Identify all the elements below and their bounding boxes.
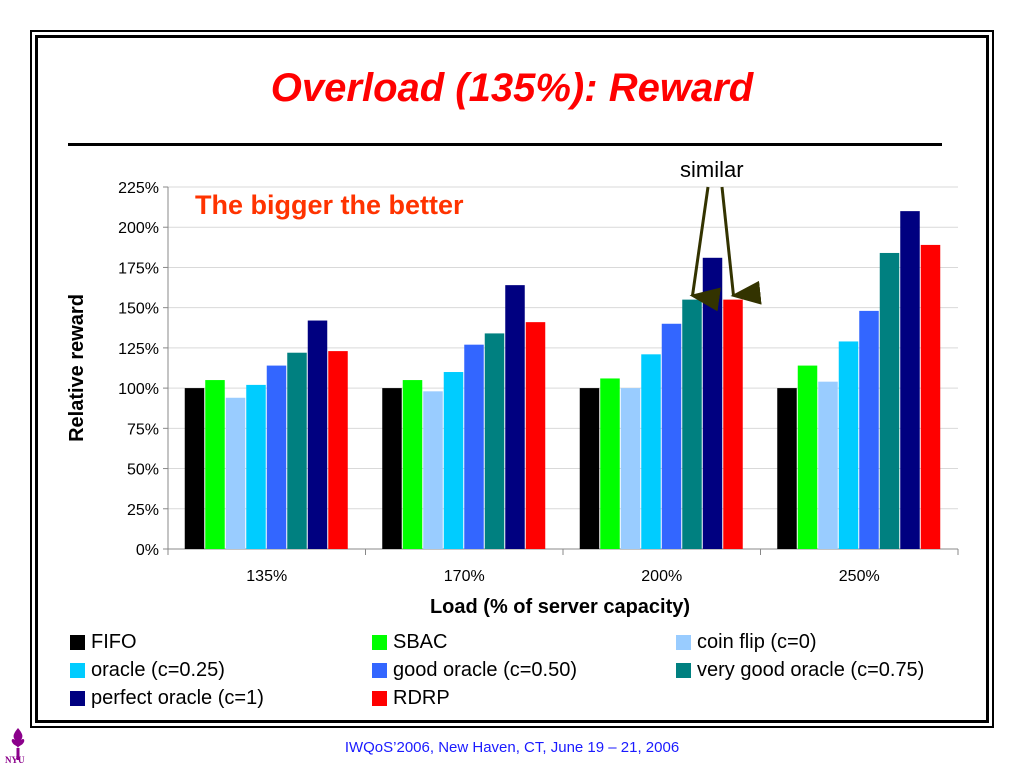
legend-swatch [676, 635, 691, 650]
bar [287, 352, 307, 549]
legend-item: good oracle (c=0.50) [372, 659, 577, 682]
y-axis-title: Relative reward [66, 294, 88, 442]
legend-label: FIFO [91, 631, 137, 653]
bar [661, 323, 682, 549]
y-tick-label: 0% [136, 542, 159, 559]
bar [307, 320, 328, 549]
legend-label: perfect oracle (c=1) [91, 687, 264, 709]
legend-item: SBAC [372, 631, 447, 654]
legend-swatch [676, 663, 691, 678]
bar [484, 333, 505, 549]
y-tick-label: 200% [118, 220, 159, 237]
bar [777, 388, 797, 549]
logo-text: NYU [5, 755, 25, 765]
bar [382, 388, 402, 549]
y-tick-label: 225% [118, 180, 159, 197]
annotation-similar: similar [680, 157, 744, 182]
bar [620, 388, 641, 549]
bar [859, 310, 879, 549]
y-tick-label: 175% [118, 260, 159, 277]
bar [328, 351, 348, 549]
bar [818, 381, 838, 549]
legend-label: coin flip (c=0) [697, 631, 817, 653]
legend-swatch [70, 691, 85, 706]
bar [266, 365, 287, 549]
legend-swatch [372, 663, 387, 678]
legend-label: SBAC [393, 631, 448, 653]
bar [838, 341, 859, 549]
bar [246, 384, 266, 549]
legend-label: oracle (c=0.25) [91, 659, 225, 681]
bar [505, 285, 525, 549]
similar-arrow [720, 186, 762, 305]
legend-label: very good oracle (c=0.75) [697, 659, 925, 681]
y-tick-label: 150% [118, 301, 159, 318]
x-axis-title: Load (% of server capacity) [430, 596, 690, 618]
bar [402, 380, 423, 549]
legend-item: FIFO [70, 631, 137, 654]
legend-swatch [70, 635, 85, 650]
legend-label: good oracle (c=0.50) [393, 659, 578, 681]
bar [920, 244, 941, 550]
footer-text: IWQoS’2006, New Haven, CT, June 19 – 21,… [344, 739, 680, 756]
bar [443, 372, 464, 549]
bar [723, 299, 743, 549]
bar [702, 257, 723, 549]
bar [205, 380, 225, 549]
slide-frame-outer [30, 30, 994, 728]
legend-item: coin flip (c=0) [676, 631, 817, 654]
legend-item: RDRP [372, 687, 450, 710]
bar [423, 391, 443, 549]
bar [641, 354, 661, 549]
similar-arrow [689, 186, 721, 312]
x-tick-label: 170% [444, 568, 485, 585]
slide-title: Overload (135%): Reward [270, 66, 754, 110]
legend-swatch [372, 691, 387, 706]
bar [184, 388, 205, 549]
title-underline [68, 143, 942, 146]
bar [879, 252, 900, 549]
x-tick-label: 200% [641, 568, 682, 585]
bar [579, 388, 600, 549]
bar [464, 344, 484, 549]
legend-item: oracle (c=0.25) [70, 659, 225, 682]
legend-swatch [70, 663, 85, 678]
legend-label: RDRP [393, 687, 450, 709]
bar [797, 365, 818, 549]
bar [900, 211, 920, 549]
x-tick-label: 250% [839, 568, 880, 585]
y-tick-label: 125% [118, 341, 159, 358]
y-tick-label: 25% [127, 502, 159, 519]
bar [225, 397, 246, 549]
bar [525, 322, 546, 549]
legend-item: perfect oracle (c=1) [70, 687, 264, 710]
legend-swatch [372, 635, 387, 650]
slide-frame-inner [35, 35, 989, 723]
x-tick-label: 135% [246, 568, 287, 585]
nyu-torch-logo-icon [11, 728, 25, 760]
bar [682, 299, 702, 549]
y-tick-label: 100% [118, 381, 159, 398]
y-tick-label: 75% [127, 421, 159, 438]
bar [600, 378, 620, 549]
y-tick-label: 50% [127, 462, 159, 479]
legend-item: very good oracle (c=0.75) [676, 659, 924, 682]
annotation-bigger-better: The bigger the better [195, 190, 464, 220]
